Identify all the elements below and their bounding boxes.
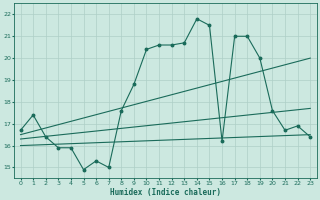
X-axis label: Humidex (Indice chaleur): Humidex (Indice chaleur) [110, 188, 221, 197]
